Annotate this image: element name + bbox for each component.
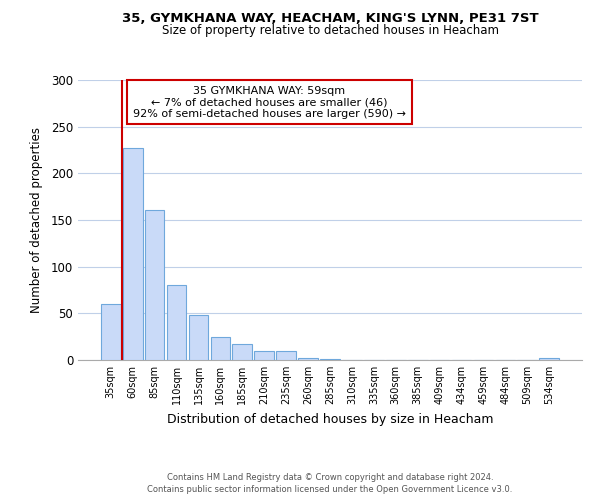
Bar — [211, 336, 230, 360]
Bar — [298, 358, 318, 360]
Bar — [123, 148, 143, 360]
Text: Size of property relative to detached houses in Heacham: Size of property relative to detached ho… — [161, 24, 499, 37]
Bar — [254, 350, 274, 360]
Text: 35 GYMKHANA WAY: 59sqm
← 7% of detached houses are smaller (46)
92% of semi-deta: 35 GYMKHANA WAY: 59sqm ← 7% of detached … — [133, 86, 406, 119]
Text: 35, GYMKHANA WAY, HEACHAM, KING'S LYNN, PE31 7ST: 35, GYMKHANA WAY, HEACHAM, KING'S LYNN, … — [122, 12, 538, 26]
Text: Contains public sector information licensed under the Open Government Licence v3: Contains public sector information licen… — [148, 485, 512, 494]
Bar — [145, 210, 164, 360]
Bar — [539, 358, 559, 360]
X-axis label: Distribution of detached houses by size in Heacham: Distribution of detached houses by size … — [167, 412, 493, 426]
Bar — [232, 344, 252, 360]
Y-axis label: Number of detached properties: Number of detached properties — [29, 127, 43, 313]
Text: Contains HM Land Registry data © Crown copyright and database right 2024.: Contains HM Land Registry data © Crown c… — [167, 474, 493, 482]
Bar — [101, 304, 121, 360]
Bar — [320, 359, 340, 360]
Bar — [276, 350, 296, 360]
Bar — [167, 286, 187, 360]
Bar — [188, 315, 208, 360]
